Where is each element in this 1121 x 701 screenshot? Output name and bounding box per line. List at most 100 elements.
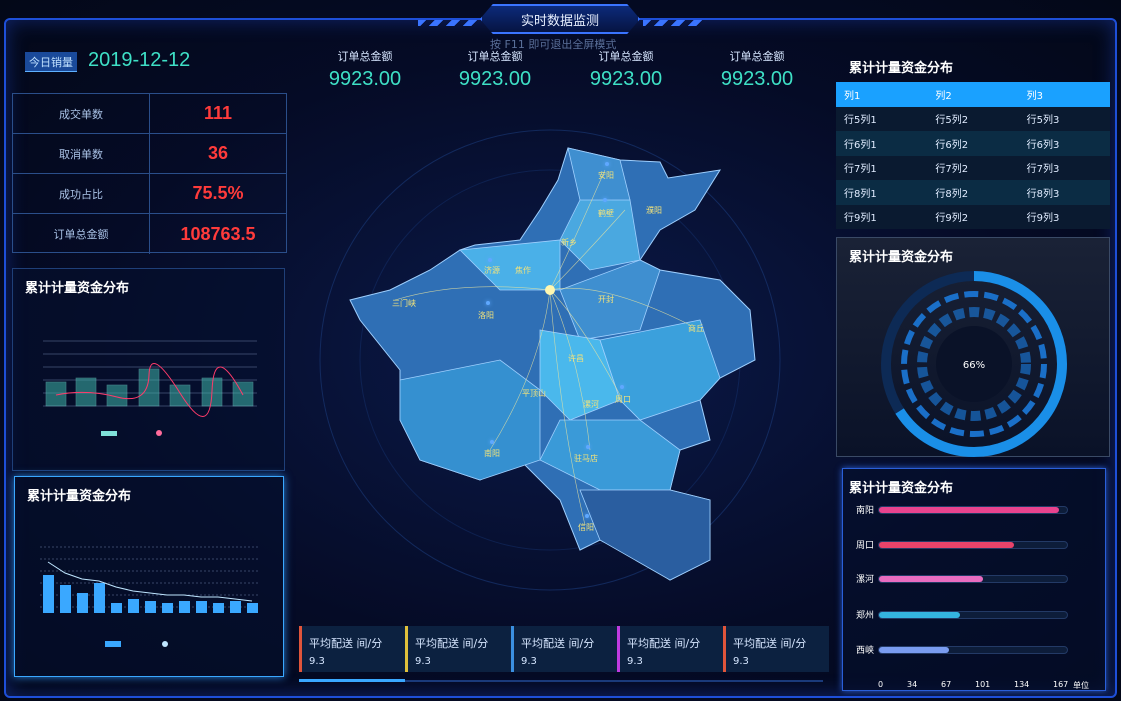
legend-line-swatch: [156, 430, 162, 436]
table-row[interactable]: 行9列1 行9列2 行9列3: [836, 204, 1110, 229]
card-edge: [299, 626, 302, 672]
table-cell: 行5列1: [844, 115, 877, 127]
bar-track: [878, 506, 1068, 514]
bar-row: 周口: [856, 538, 1076, 552]
kpi-card: 订单总金额 9923.00: [566, 48, 686, 91]
city-label: 平顶山: [522, 389, 546, 398]
card-edge: [511, 626, 514, 672]
card-label: 平均配送 间/分: [309, 637, 383, 650]
table-cell: 行5列3: [1026, 115, 1060, 127]
bar-row: 漯河: [856, 572, 1076, 586]
city-label: 济源: [484, 266, 500, 275]
table-header-cell: 列3: [1026, 90, 1044, 102]
date-display: 2019-12-12: [88, 49, 191, 71]
bar-line-chart: [43, 340, 257, 436]
delivery-card: 平均配送 间/分 9.3: [511, 626, 617, 672]
axis-tick: 134: [1014, 680, 1030, 689]
kpi-label: 订单总金额: [729, 50, 785, 63]
table-cell: 行6列2: [935, 139, 969, 151]
stat-label: 订单总金额: [13, 214, 150, 254]
bar-label: 漯河: [856, 575, 875, 585]
city-dot: [603, 198, 607, 202]
fullscreen-hint: 按 F11 即可退出全屏模式: [490, 38, 617, 51]
axis-tick: 0: [878, 680, 884, 689]
stat-row: 取消单数 36: [13, 134, 286, 174]
legend-bar-swatch: [101, 431, 117, 436]
table-row[interactable]: 行6列1 行6列2 行6列3: [836, 131, 1110, 156]
axis-tick: 67: [941, 680, 952, 689]
kpi-card: 订单总金额 9923.00: [697, 48, 817, 91]
bar-row: 西峡: [856, 643, 1076, 657]
city-dot: [488, 258, 492, 262]
scroll-thumb[interactable]: [299, 679, 405, 682]
table-cell: 行6列1: [844, 139, 877, 151]
axis-tick: 101: [975, 680, 991, 689]
city-label: 信阳: [578, 523, 594, 532]
city-label: 新乡: [561, 238, 577, 247]
page-title: 实时数据监测: [480, 4, 640, 34]
today-sales-tag: 今日销量: [25, 52, 77, 72]
panel-title: 累计计量资金分布: [849, 250, 954, 265]
kpi-label: 订单总金额: [467, 50, 523, 63]
scroll-track[interactable]: [299, 680, 823, 682]
kpi-value: 9923.00: [720, 68, 794, 90]
bar-line-chart-2: [40, 546, 260, 647]
table-header-cell: 列1: [844, 90, 861, 102]
card-label: 平均配送 间/分: [415, 637, 489, 650]
table-cell: 行7列3: [1026, 164, 1060, 176]
city-label: 鹤壁: [598, 209, 614, 218]
bar-fill: [879, 542, 1015, 548]
table-row[interactable]: 行7列1 行7列2 行7列3: [836, 155, 1110, 180]
kpi-value: 9923.00: [328, 68, 402, 90]
city-dot: [605, 162, 609, 166]
panel-title: 累计计量资金分布: [849, 481, 954, 496]
kpi-label: 订单总金额: [598, 50, 654, 63]
table-row[interactable]: 行5列1 行5列2 行5列3: [836, 106, 1110, 131]
bar-fill: [879, 647, 949, 653]
city-label: 周口: [615, 395, 631, 404]
bar-fill: [879, 612, 961, 618]
left-chart-panel-2: 累计计量资金分布: [14, 476, 284, 677]
stat-value: 111: [203, 103, 233, 123]
table-cell: 行9列3: [1026, 213, 1060, 225]
stat-value: 75.5%: [192, 183, 244, 203]
stat-label: 成交单数: [13, 94, 150, 133]
city-label: 商丘: [688, 324, 704, 333]
stat-row: 成交单数 111: [13, 94, 286, 134]
table-cell: 行9列2: [935, 213, 969, 225]
stat-row: 订单总金额 108763.5: [13, 214, 286, 254]
table-cell: 行8列2: [935, 188, 969, 200]
delivery-card: 平均配送 间/分 9.3: [405, 626, 511, 672]
bar-track: [878, 575, 1068, 583]
card-value: 9.3: [309, 656, 325, 667]
bar-label: 周口: [856, 541, 875, 551]
city-label: 开封: [598, 295, 614, 304]
delivery-card: 平均配送 间/分 9.3: [723, 626, 829, 672]
city-label: 濮阳: [646, 206, 662, 215]
table-row[interactable]: 行8列1 行8列2 行8列3: [836, 180, 1110, 205]
table-cell: 行8列1: [844, 188, 877, 200]
table-header: 列1 列2 列3: [836, 82, 1110, 107]
stat-label: 成功占比: [13, 174, 150, 213]
panel-title: 累计计量资金分布: [27, 489, 132, 504]
kpi-card: 订单总金额 9923.00: [435, 48, 555, 91]
header-stripe-left: [418, 20, 478, 26]
table-header-cell: 列2: [935, 90, 952, 102]
city-dot: [620, 385, 624, 389]
bar-track: [878, 611, 1068, 619]
kpi-value: 9923.00: [458, 68, 532, 90]
city-dot: [490, 440, 494, 444]
bar-track: [878, 541, 1068, 549]
stat-label: 取消单数: [13, 134, 150, 173]
city-dot: [585, 514, 589, 518]
table-cell: 行6列3: [1026, 139, 1060, 151]
gauge-value: 66%: [963, 360, 985, 371]
henan-map: [319, 129, 781, 591]
card-value: 9.3: [627, 656, 643, 667]
city-label: 洛阳: [478, 311, 494, 320]
gauge-panel: 累计计量资金分布 66%: [836, 237, 1110, 457]
bar-track: [878, 646, 1068, 654]
card-label: 平均配送 间/分: [521, 637, 595, 650]
bar-label: 郑州: [856, 611, 875, 621]
stat-value: 108763.5: [180, 223, 256, 244]
